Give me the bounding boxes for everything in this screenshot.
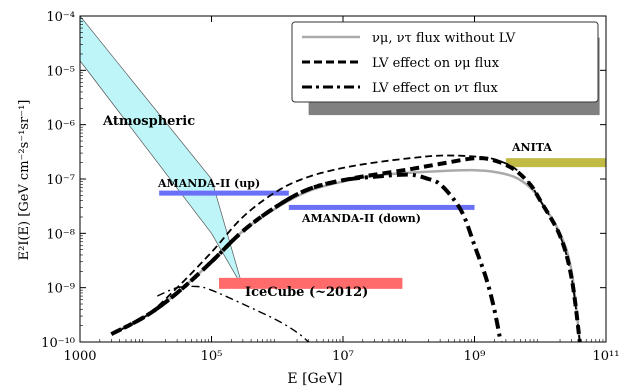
x-axis-label: E [GeV] [287, 371, 342, 387]
amanda-up-label: AMANDA-II (up) [157, 177, 260, 190]
atmospheric-band [80, 16, 244, 288]
x-tick-label: 10⁷ [332, 349, 354, 364]
x-tick-label: 10⁵ [201, 349, 223, 364]
y-tick-label: 10⁻¹⁰ [41, 336, 75, 351]
x-tick-label: 1000 [63, 349, 96, 364]
band-labels-layer: Atmospheric AMANDA-II (up) AMANDA-II (down… [102, 114, 552, 300]
curve-lv-mu [110, 156, 582, 342]
anita-label: ANITA [511, 141, 552, 154]
y-tick-label: 10⁻⁴ [46, 10, 75, 25]
x-tick-label: 10⁹ [464, 349, 486, 364]
icecube-bar [218, 277, 403, 289]
legend-label-no-lv: νμ, ντ flux without LV [372, 31, 516, 46]
x-tick-label: 10¹¹ [593, 349, 620, 364]
y-tick-label: 10⁻⁵ [46, 64, 75, 79]
amanda-down-label: AMANDA-II (down) [301, 212, 421, 225]
anita-bar [505, 158, 606, 168]
y-tick-label: 10⁻⁹ [46, 282, 75, 297]
atmospheric-label: Atmospheric [102, 114, 195, 129]
y-axis-label: E²I(E) [GeV cm⁻²s⁻¹sr⁻¹] [17, 100, 32, 261]
amanda-down-bar [288, 204, 475, 210]
legend-label-lv-tau: LV effect on ντ flux [372, 81, 498, 96]
curves-layer [110, 154, 582, 342]
legend: νμ, ντ flux without LV LV effect on νμ f… [291, 21, 599, 103]
legend-label-lv-mu: LV effect on νμ flux [372, 56, 500, 71]
curve-thin-dashdot [157, 285, 310, 342]
axes-layer: 1000 10⁵ 10⁷ 10⁹ 10¹¹ 10⁻¹⁰ 10⁻⁹ 10⁻⁸ 10⁻⁷ 10⁻⁶ 10… [41, 10, 619, 364]
y-tick-label: 10⁻⁶ [46, 119, 75, 134]
y-tick-label: 10⁻⁷ [46, 173, 75, 188]
legend-box [291, 21, 599, 103]
y-tick-label: 10⁻⁸ [46, 227, 75, 242]
amanda-up-bar [159, 190, 289, 196]
icecube-label: IceCube (~2012) [245, 285, 368, 300]
curve-lv-tau [110, 172, 503, 342]
